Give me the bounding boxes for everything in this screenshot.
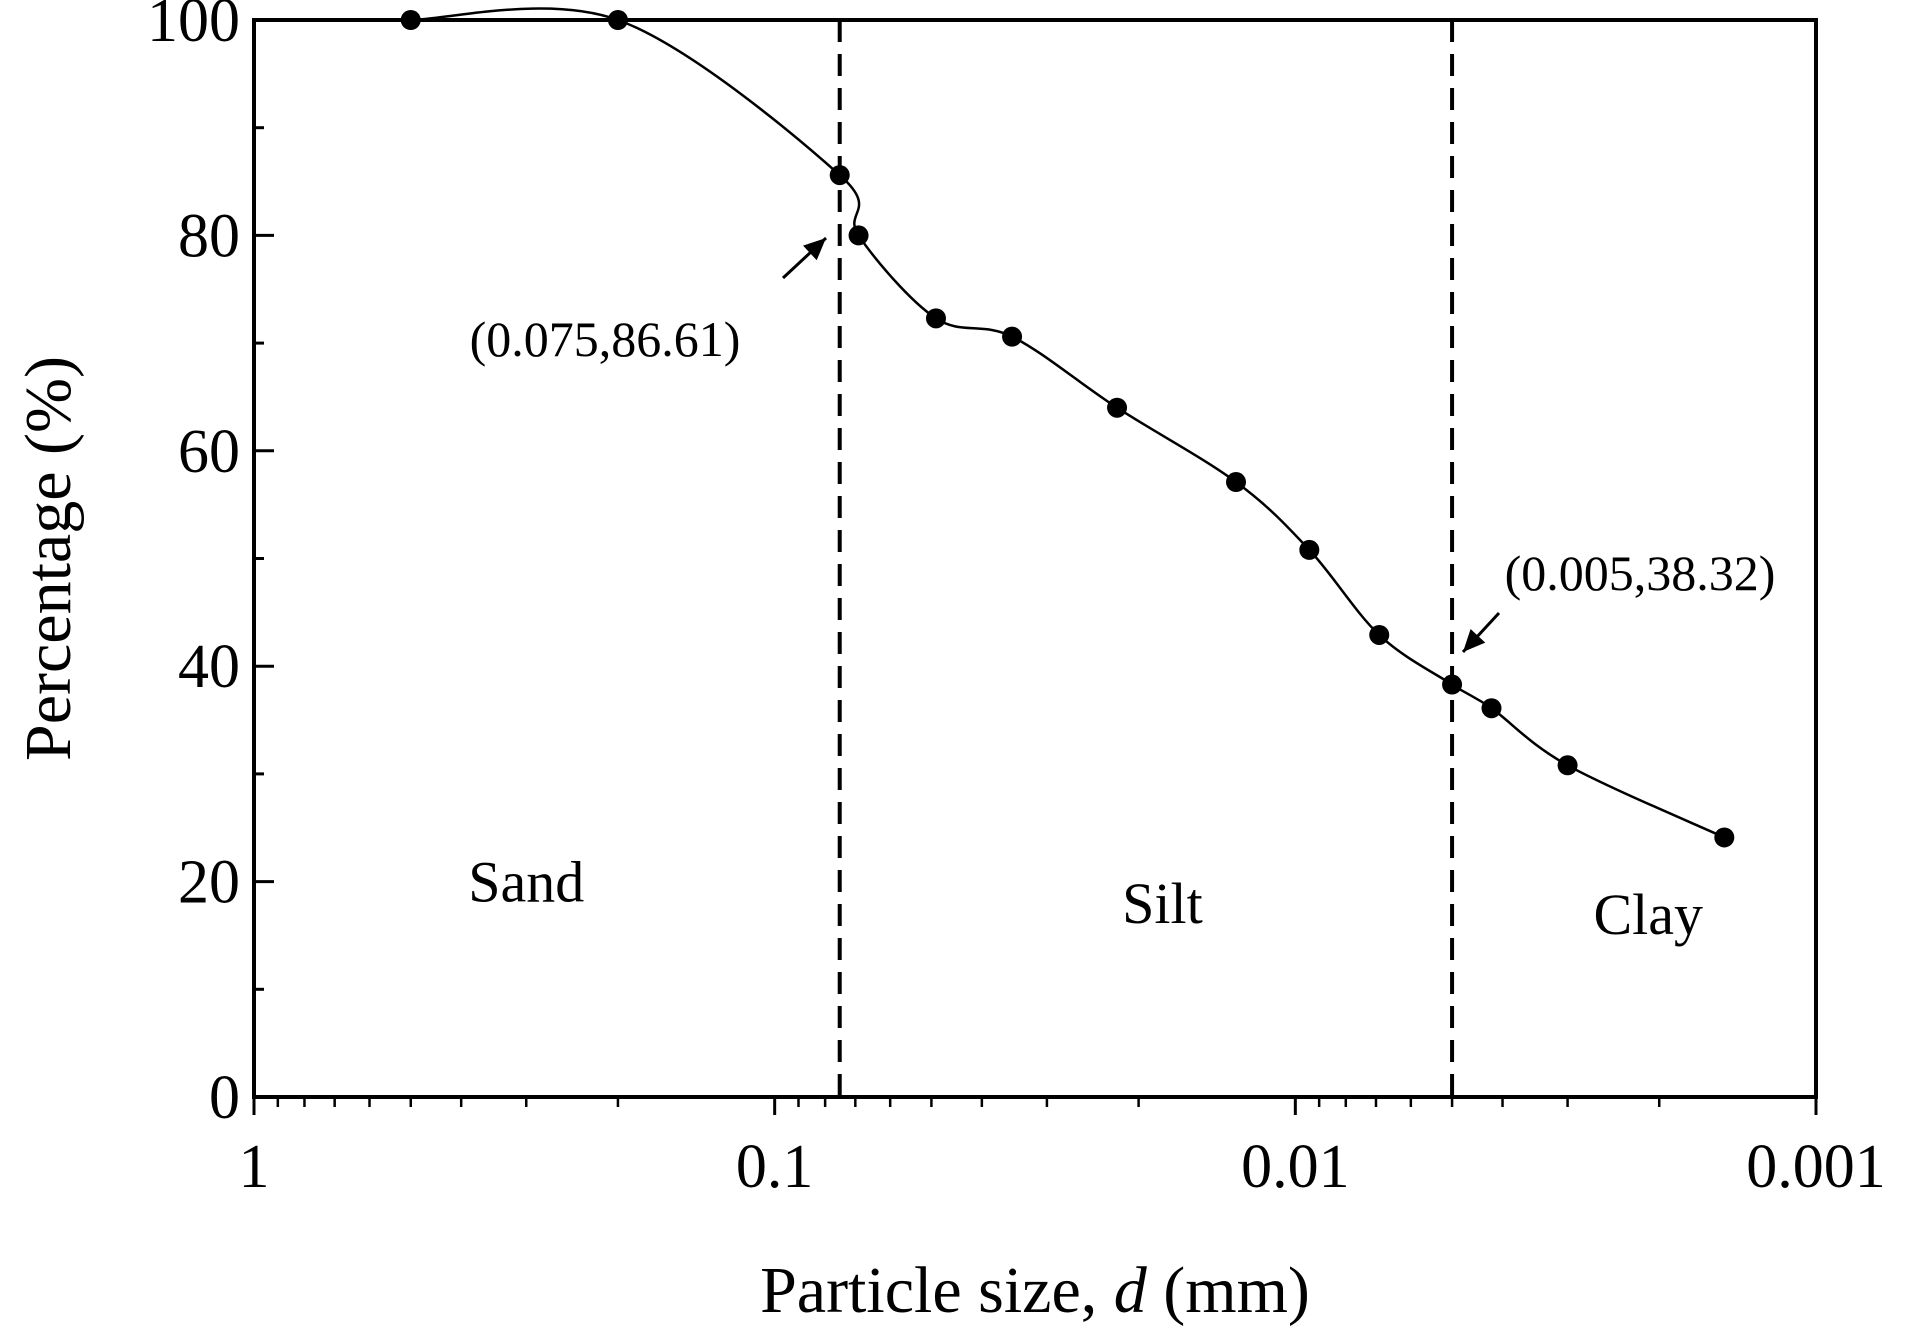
- y-tick-label: 60: [178, 418, 240, 486]
- y-tick-label: 20: [178, 849, 240, 917]
- x-tick-label: 0.001: [1746, 1133, 1886, 1201]
- y-tick-label: 0: [209, 1064, 240, 1132]
- data-points: [400, 10, 1735, 848]
- x-axis-label-symbol: d: [1114, 1254, 1148, 1327]
- arrow-sand-silt-head: [803, 238, 826, 261]
- annotation-sand-silt: (0.075,86.61): [470, 311, 741, 367]
- data-point: [1442, 674, 1463, 695]
- x-axis-label-text: Particle size,: [760, 1254, 1114, 1327]
- x-tick-label: 0.01: [1241, 1133, 1350, 1201]
- tick-labels: 0 20 40 60 80 100 1 0.1 0.01 0.001: [147, 0, 1886, 1201]
- y-tick-label: 80: [178, 202, 240, 270]
- y-tick-label: 40: [178, 633, 240, 701]
- data-point: [1002, 326, 1023, 347]
- x-axis-label: Particle size, d (mm): [760, 1254, 1310, 1327]
- fitted-curve-layer: [410, 7, 1725, 839]
- annotation-silt-clay: (0.005,38.32): [1505, 545, 1776, 601]
- region-label-clay: Clay: [1593, 882, 1703, 947]
- region-label-sand: Sand: [468, 850, 584, 915]
- data-point: [1714, 827, 1735, 848]
- data-point: [1299, 539, 1320, 560]
- y-tick-label: 100: [147, 0, 240, 55]
- axis-ticks: [252, 18, 1818, 1115]
- data-point: [1481, 698, 1502, 719]
- boundary-lines: [837, 20, 1455, 1097]
- region-label-silt: Silt: [1122, 871, 1203, 936]
- annotation-arrows: [781, 236, 1501, 654]
- data-point: [1107, 397, 1128, 418]
- data-point: [1557, 755, 1578, 776]
- fitted-curve: [410, 7, 1725, 839]
- data-point: [925, 308, 946, 329]
- data-point: [829, 165, 850, 186]
- x-axis-label-unit: (mm): [1147, 1254, 1310, 1327]
- data-point: [848, 225, 869, 246]
- y-axis-label: Percentage (%): [12, 356, 85, 761]
- arrow-silt-clay-head: [1463, 629, 1486, 652]
- x-tick-label: 1: [239, 1133, 270, 1201]
- data-point: [1226, 472, 1247, 493]
- x-tick-label: 0.1: [736, 1133, 814, 1201]
- data-point: [1369, 624, 1390, 645]
